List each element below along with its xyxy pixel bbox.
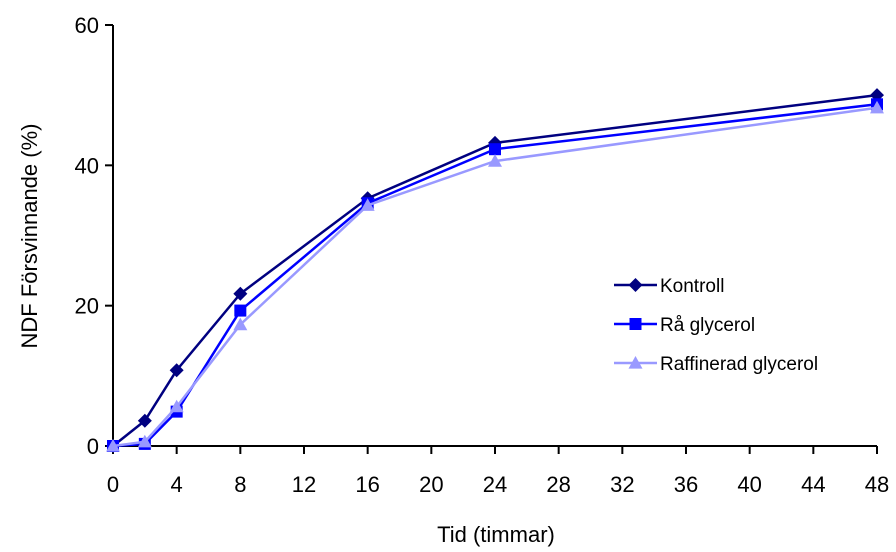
y-tick-label: 0: [87, 434, 99, 459]
data-point: [233, 317, 248, 331]
series-2: [106, 100, 884, 452]
data-point: [488, 154, 502, 167]
data-point: [169, 399, 184, 413]
legend-item: Kontroll: [614, 276, 724, 297]
x-tick-label: 44: [801, 472, 825, 497]
legend-item: Raffinerad glycerol: [614, 354, 818, 375]
x-tick-label: 12: [292, 472, 316, 497]
data-point: [870, 100, 884, 114]
x-tick-label: 24: [483, 472, 507, 497]
series-0: [106, 88, 884, 453]
x-tick-label: 48: [865, 472, 889, 497]
legend-marker: [628, 356, 643, 369]
x-tick-label: 40: [737, 472, 761, 497]
x-tick-label: 4: [171, 472, 183, 497]
data-point: [137, 413, 152, 428]
data-point: [233, 286, 248, 301]
series-1: [107, 98, 883, 452]
data-point: [234, 304, 247, 317]
data-point: [106, 439, 120, 452]
legend-label: Raffinerad glycerol: [660, 354, 818, 375]
y-tick-label: 20: [75, 294, 99, 319]
series-layer: [106, 88, 884, 453]
legend-marker: [629, 318, 642, 330]
data-point: [489, 143, 501, 156]
x-tick-label: 16: [355, 472, 379, 497]
y-tick-label: 40: [75, 153, 99, 178]
legend-label: Rå glycerol: [660, 315, 755, 336]
legend-marker: [628, 278, 643, 292]
legend: Kontroll Rå glycerol Raffinerad glycerol: [614, 276, 818, 375]
x-tick-label: 32: [610, 472, 634, 497]
data-point: [360, 198, 375, 211]
x-tick-label: 0: [107, 472, 119, 497]
x-tick-label: 28: [546, 472, 570, 497]
y-tick-label: 60: [75, 13, 99, 38]
data-point: [137, 434, 152, 448]
x-axis-title: Tid (timmar): [437, 522, 555, 547]
x-tick-label: 20: [419, 472, 443, 497]
data-point: [169, 363, 184, 378]
legend-item: Rå glycerol: [614, 315, 755, 336]
legend-label: Kontroll: [660, 276, 724, 297]
y-axis-title: NDF Försvinnande (%): [17, 124, 42, 349]
x-tick-label: 8: [234, 472, 246, 497]
x-tick-label: 36: [674, 472, 698, 497]
